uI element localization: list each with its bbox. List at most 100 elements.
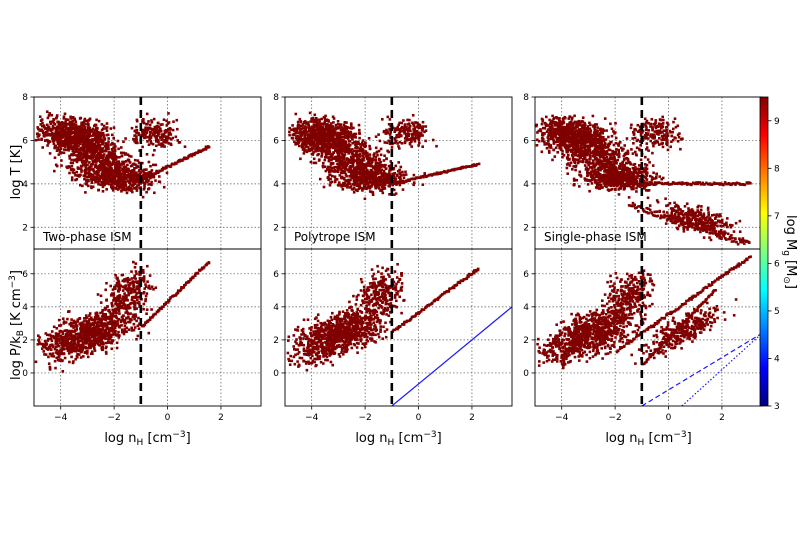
density-cell-main	[56, 343, 60, 346]
density-cell-band	[111, 186, 115, 190]
density-cell-hot	[308, 134, 312, 138]
density-cell-warm	[60, 151, 64, 154]
density-cell-warm	[342, 135, 346, 139]
density-cell-hot	[294, 131, 298, 135]
density-cell-warm	[145, 153, 149, 156]
density-cell-warm	[85, 145, 89, 148]
density-cell-main	[80, 347, 83, 350]
density-cell-band	[344, 168, 347, 171]
density-cell-band	[127, 172, 131, 176]
density-cell-eos	[204, 147, 208, 151]
density-cell-hot	[354, 132, 357, 136]
density-cell-main	[62, 345, 65, 349]
density-cell-warm	[95, 132, 99, 135]
density-cell-warm	[95, 129, 98, 133]
density-cell-hot	[53, 127, 57, 130]
density-cell-eos	[141, 177, 144, 180]
density-cell-warm	[322, 139, 325, 143]
density-cell-warm	[110, 148, 114, 151]
density-cell-warm	[355, 150, 358, 153]
density-cell-band	[101, 190, 105, 193]
density-cell-main	[77, 337, 80, 340]
density-cell-main	[96, 340, 100, 344]
density-cell-warm	[351, 162, 355, 166]
density-cell-main	[123, 324, 127, 328]
density-cell-main	[81, 348, 84, 351]
density-cell-band	[154, 179, 157, 182]
density-cell-hot	[91, 127, 95, 131]
density-cell-band	[87, 175, 91, 179]
density-cell-band	[115, 169, 118, 173]
density-cell-hot	[69, 141, 72, 144]
density-cell-warm	[128, 161, 132, 164]
density-cell-hot	[319, 123, 323, 126]
density-cell-hot	[64, 145, 67, 149]
density-cell-upper	[123, 297, 126, 300]
density-cell-band	[93, 172, 96, 175]
density-cell-hot	[52, 132, 55, 136]
density-cell-warm	[337, 142, 341, 145]
density-cell-hot	[324, 142, 328, 146]
density-cell-warm	[352, 153, 356, 157]
density-cell-warm	[332, 146, 335, 150]
density-cell-hot	[359, 145, 363, 149]
density-cell-hot	[100, 138, 104, 141]
density-cell-hot	[54, 133, 57, 136]
density-cell-halo	[150, 119, 153, 122]
density-cell-hot	[336, 131, 340, 135]
density-cell-eos	[165, 166, 168, 170]
density-cell-warm	[97, 164, 100, 168]
density-cell-hot	[330, 142, 333, 146]
density-cell-hot	[288, 126, 291, 130]
density-cell-warm	[370, 164, 374, 168]
density-cell-hot	[51, 120, 55, 123]
density-cell-main	[75, 324, 79, 328]
density-cell-hot	[54, 144, 57, 148]
density-cell-band	[379, 188, 383, 192]
density-cell-hot	[336, 123, 340, 126]
density-cell-main	[102, 325, 105, 329]
density-cell-band	[357, 171, 360, 175]
density-cell-upper	[114, 274, 117, 277]
density-cell-warm	[100, 162, 103, 165]
density-cell-hot	[309, 120, 312, 123]
density-cell-upper	[122, 314, 125, 317]
density-cell-warm	[336, 162, 339, 166]
density-cell-main	[92, 329, 95, 332]
density-cell-hot	[302, 145, 305, 149]
density-cell-main	[64, 321, 68, 324]
density-cell-warm	[299, 120, 303, 123]
density-cell-warm	[95, 166, 99, 170]
density-cell-halo	[151, 142, 155, 146]
density-cell-hot	[55, 117, 58, 120]
density-cell-main	[59, 358, 63, 362]
density-cell-main	[98, 324, 101, 327]
density-cell-main	[87, 332, 90, 335]
density-cell-main	[54, 342, 58, 345]
density-cell-warm	[312, 157, 316, 161]
density-cell-hot	[97, 119, 101, 123]
density-cell-hot	[343, 125, 346, 128]
density-cell-warm	[347, 144, 350, 147]
density-cell-upper	[133, 288, 137, 292]
density-cell-warm	[139, 186, 143, 189]
density-cell-band	[412, 181, 416, 184]
density-cell-warm	[374, 186, 377, 190]
density-cell-band	[354, 169, 357, 172]
density-cell-warm	[101, 165, 105, 168]
density-cell-upper	[117, 318, 120, 321]
density-cell-band	[117, 170, 120, 173]
density-cell-band	[352, 177, 356, 181]
density-cell-hot	[74, 120, 78, 124]
density-cell-halo	[154, 135, 157, 138]
density-cell-warm	[77, 152, 81, 155]
density-cell-main	[93, 315, 97, 319]
density-cell-warm	[129, 183, 132, 186]
density-cell-hot	[315, 126, 319, 129]
density-cell-halo	[141, 128, 145, 132]
density-cell-warm	[365, 156, 369, 160]
density-cell-main	[74, 357, 77, 361]
density-cell-band	[115, 184, 119, 187]
density-cell-upper	[121, 289, 125, 292]
density-cell-band	[120, 183, 123, 187]
